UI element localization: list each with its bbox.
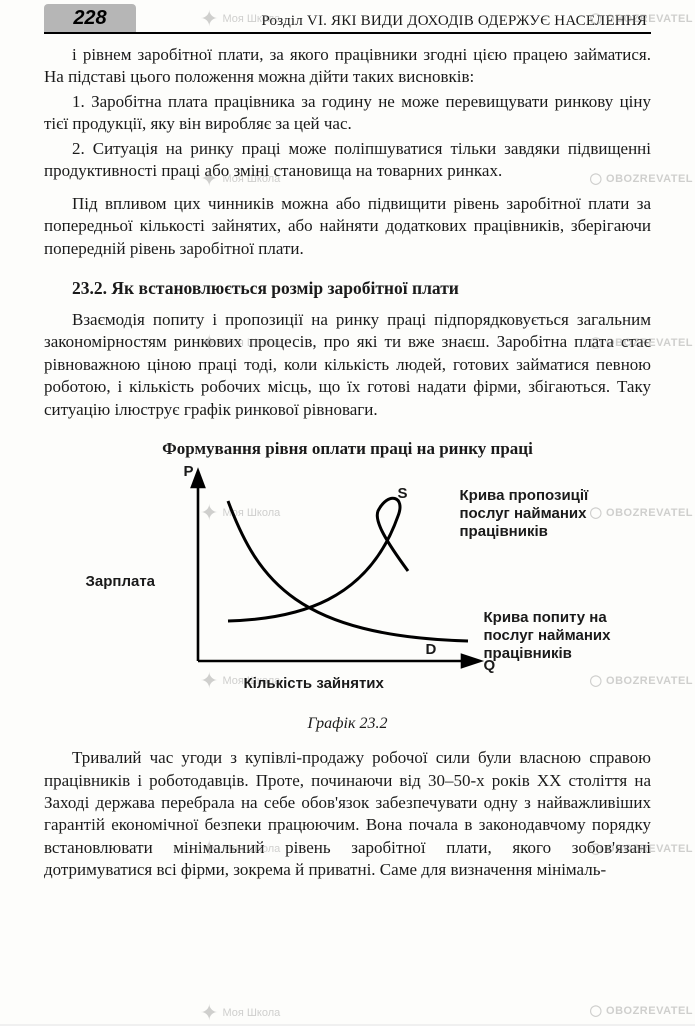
label-line: послуг найманих [484, 627, 611, 644]
supply-letter: S [398, 485, 408, 502]
paragraph: Тривалий час угоди з купівлі-продажу роб… [44, 747, 651, 882]
textbook-page: ✦Моя Школа ◯ OBOZREVATEL ✦Моя Школа ◯ OB… [0, 0, 695, 1024]
paragraph: 1. Заробітна плата працівника за годину … [44, 91, 651, 136]
label-line: Крива пропозиції [460, 487, 589, 504]
y-axis-letter: P [184, 463, 194, 480]
label-line: Крива попиту на [484, 609, 607, 626]
demand-letter: D [426, 641, 437, 658]
page-number: 228 [73, 7, 106, 30]
label-line: працівників [460, 523, 548, 540]
supply-demand-chart: P Q S D Зарплата Кількість зайнятих Крив… [68, 461, 628, 709]
page-header: 228 Розділ VI. ЯКІ ВИДИ ДОХОДІВ ОДЕРЖУЄ … [44, 0, 651, 34]
label-line: послуг найманих [460, 505, 587, 522]
supply-curve-label: Крива пропозиції послуг найманих працівн… [460, 487, 589, 541]
chart-caption: Графік 23.2 [44, 715, 651, 733]
watermark-school: ✦Моя Школа [200, 1000, 280, 1026]
body-text-block-2: Взаємодія попиту і пропозиції на ринку п… [44, 309, 651, 421]
demand-curve-label: Крива попиту на послуг найманих працівни… [484, 609, 611, 663]
y-axis-label: Зарплата [86, 573, 156, 590]
x-axis-label: Кількість зайнятих [244, 675, 384, 692]
paragraph: і рівнем заробітної плати, за якого прац… [44, 44, 651, 89]
watermark-oboz: ◯ OBOZREVATEL [590, 1004, 693, 1017]
paragraph: 2. Ситуація на ринку праці може поліпшув… [44, 138, 651, 183]
body-text-block-1: і рівнем заробітної плати, за якого прац… [44, 44, 651, 260]
paragraph: Взаємодія попиту і пропозиції на ринку п… [44, 309, 651, 421]
page-number-box: 228 [44, 4, 136, 32]
body-text-block-3: Тривалий час угоди з купівлі-продажу роб… [44, 747, 651, 882]
section-title: Розділ VI. ЯКІ ВИДИ ДОХОДІВ ОДЕРЖУЄ НАСЕ… [136, 13, 651, 32]
chart-container: P Q S D Зарплата Кількість зайнятих Крив… [44, 461, 651, 709]
paragraph: Під впливом цих чинників можна або підви… [44, 193, 651, 260]
subheading: 23.2. Як встановлюється розмір заробітно… [44, 278, 651, 299]
label-line: працівників [484, 645, 572, 662]
chart-title: Формування рівня оплати праці на ринку п… [44, 439, 651, 459]
